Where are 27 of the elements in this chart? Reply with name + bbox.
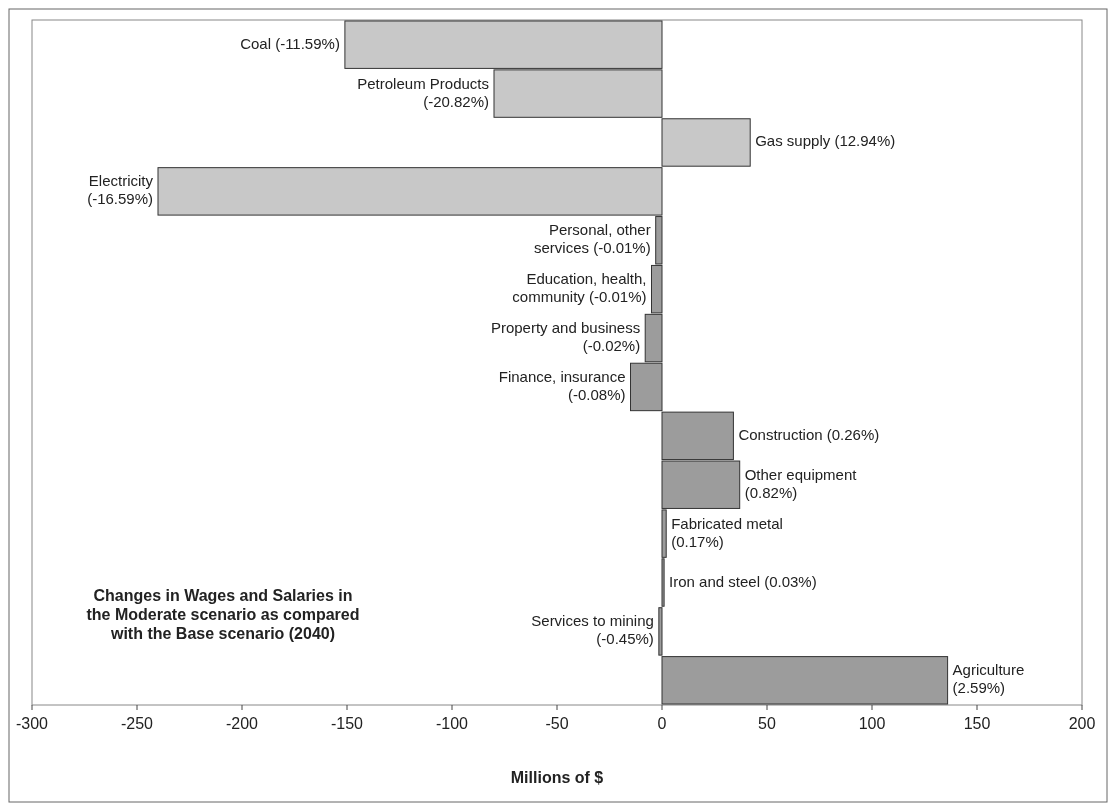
x-tick-label: 150: [963, 715, 991, 732]
y-tick-label: Fabricated metal (0.17%): [671, 514, 783, 550]
x-tick-label: 50: [758, 715, 776, 732]
y-tick-label: Services to mining (-0.45%): [531, 612, 654, 648]
x-tick-label: 0: [657, 715, 667, 732]
x-axis-title: Millions of $: [510, 769, 604, 786]
x-tick-label: -50: [545, 715, 569, 732]
y-tick-label: Agriculture (2.59%): [952, 661, 1025, 697]
y-tick-label: Petroleum Products (-20.82%): [357, 74, 489, 110]
x-tick-label: -250: [120, 715, 154, 732]
y-tick-label: Coal (-11.59%): [240, 34, 340, 52]
text: Changes in Wages and Salaries in the Moderate scenario as compared with the Base scenario (2040): [86, 587, 360, 643]
x-tick-label: 200: [1068, 715, 1096, 732]
y-tick-label: Finance, insurance (-0.08%): [498, 367, 626, 403]
x-tick-label: -100: [435, 715, 469, 732]
y-tick-label: Other equipment (0.82%): [744, 465, 858, 501]
y-tick-label: Education, health, community (-0.01%): [512, 270, 647, 306]
y-tick-label: Iron and steel (0.03%): [669, 572, 817, 590]
y-tick-label: Construction (0.26%): [738, 425, 880, 443]
y-tick-label: Electricity (-16.59%): [87, 172, 154, 208]
x-tick-label: -200: [225, 715, 259, 732]
y-tick-label: Property and business (-0.02%): [490, 319, 641, 355]
x-tick-label: -300: [15, 715, 49, 732]
y-tick-label: Personal, other services (-0.01%): [534, 221, 651, 257]
y-tick-label: Gas supply (12.94%): [755, 132, 896, 150]
x-tick-label: 100: [858, 715, 886, 732]
x-tick-label: -150: [330, 715, 364, 732]
